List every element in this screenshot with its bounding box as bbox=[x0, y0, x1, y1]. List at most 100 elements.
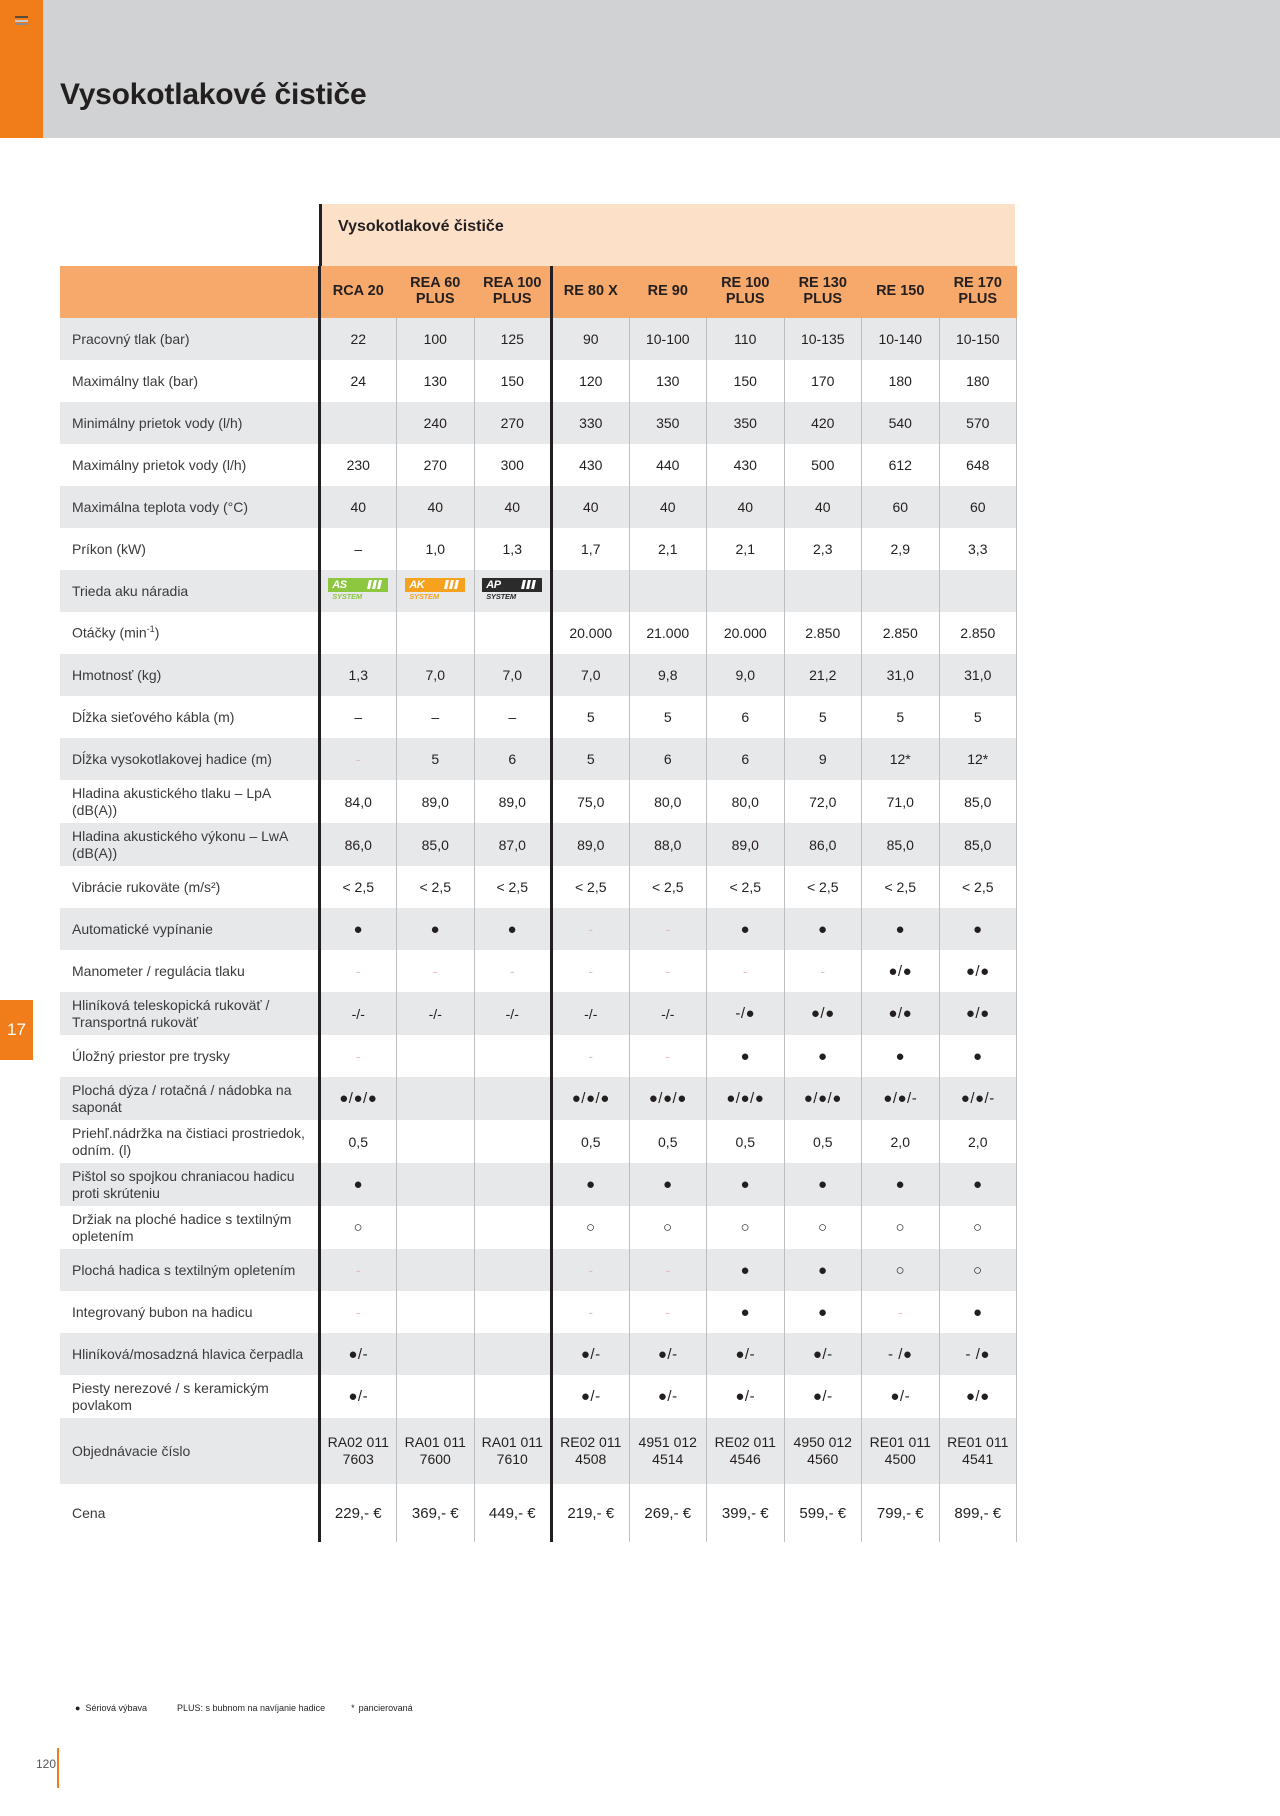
table-cell: 229,- € bbox=[317, 1484, 397, 1543]
footnote-star-icon: * bbox=[351, 1703, 355, 1713]
table-cell: - bbox=[629, 908, 707, 951]
table-cell: ● bbox=[550, 1163, 630, 1207]
column-header-re-150: RE 150 bbox=[861, 266, 940, 318]
aku-class-badge-as: AS SYSTEM bbox=[328, 577, 389, 602]
table-cell: - bbox=[474, 950, 552, 993]
row-label: Pracovný tlak (bar) bbox=[60, 318, 319, 360]
table-cell: - /● bbox=[939, 1333, 1017, 1376]
table-cell: - bbox=[550, 1291, 630, 1334]
table-row: Plochá hadica s textilným opletením - - - ● ●… bbox=[60, 1249, 1017, 1292]
table-cell: 180 bbox=[861, 360, 940, 402]
table-cell: - bbox=[629, 1035, 707, 1078]
table-cell: 89,0 bbox=[706, 823, 785, 867]
table-cell: - bbox=[550, 908, 630, 951]
table-cell bbox=[474, 1120, 552, 1164]
table-cell: 300 bbox=[474, 444, 552, 486]
table-cell: ●/- bbox=[861, 1375, 940, 1419]
table-cell: 270 bbox=[396, 444, 475, 486]
table-cell: ●/● bbox=[861, 992, 940, 1036]
table-cell: 10-100 bbox=[629, 318, 707, 360]
row-label: Manometer / regulácia tlaku bbox=[60, 950, 319, 993]
table-cell: ● bbox=[706, 1291, 785, 1334]
table-cell: RA02 011 7603 bbox=[317, 1418, 397, 1485]
table-cell: 40 bbox=[706, 486, 785, 528]
table-cell: -/- bbox=[317, 992, 397, 1036]
category-strip: Vysokotlakové čističe bbox=[60, 204, 1015, 266]
table-cell: 1,0 bbox=[396, 528, 475, 570]
table-cell: - bbox=[629, 1249, 707, 1292]
table-cell: 6 bbox=[706, 738, 785, 780]
table-cell: 269,- € bbox=[629, 1484, 707, 1543]
table-row: Hmotnosť (kg) 1,3 7,0 7,0 7,0 9,8 9,0 21,2 31,0 3… bbox=[60, 654, 1017, 696]
table-cell: 60 bbox=[861, 486, 940, 528]
row-label: Dĺžka vysokotlakovej hadice (m) bbox=[60, 738, 319, 780]
table-row: Cena 229,- €369,- €449,- €219,- €269,- €3… bbox=[60, 1484, 1017, 1543]
page-number-rule bbox=[57, 1748, 59, 1788]
row-label: Automatické vypínanie bbox=[60, 908, 319, 951]
table-cell: 9 bbox=[784, 738, 862, 780]
table-cell: 399,- € bbox=[706, 1484, 785, 1543]
table-cell: - bbox=[550, 1249, 630, 1292]
table-cell: -/- bbox=[396, 992, 475, 1036]
table-cell: ●/- bbox=[706, 1333, 785, 1376]
table-head: RCA 20 REA 60 PLUS REA 100 PLUS RE 80 X RE 90 R… bbox=[60, 266, 1017, 318]
table-cell: 40 bbox=[317, 486, 397, 528]
table-cell: AP SYSTEM bbox=[474, 570, 552, 612]
table-row: Maximálny prietok vody (l/h) 230 270 300 430… bbox=[60, 444, 1017, 486]
table-cell: 180 bbox=[939, 360, 1017, 402]
table-cell bbox=[474, 1249, 552, 1292]
footnote-star-text: pancierovaná bbox=[358, 1703, 413, 1713]
table-cell: ○ bbox=[706, 1206, 785, 1250]
table-cell: 5 bbox=[939, 696, 1017, 738]
table-cell: ●/- bbox=[317, 1333, 397, 1376]
table-row: Hliníková/mosadzná hlavica čerpadla ●/- ●/… bbox=[60, 1333, 1017, 1376]
table-cell: 2,0 bbox=[939, 1120, 1017, 1164]
table-cell: -/- bbox=[629, 992, 707, 1036]
table-cell: ●/●/- bbox=[861, 1077, 940, 1121]
table-cell bbox=[474, 1333, 552, 1376]
table-row: Otáčky (min-1) 20.000 21.000 20.000 2.850 2.8… bbox=[60, 612, 1017, 654]
column-header-re-80-x: RE 80 X bbox=[550, 266, 630, 318]
table-cell: 89,0 bbox=[396, 780, 475, 824]
table-cell: 10-150 bbox=[939, 318, 1017, 360]
table-cell: ○ bbox=[939, 1249, 1017, 1292]
table-cell: 430 bbox=[706, 444, 785, 486]
table-cell: ●/- bbox=[317, 1375, 397, 1419]
row-label: Hladina akustického tlaku – LpA (dB(A)) bbox=[60, 780, 319, 824]
table-cell: – bbox=[396, 696, 475, 738]
table-cell: ● bbox=[784, 1249, 862, 1292]
table-cell: 5 bbox=[861, 696, 940, 738]
table-cell: RE02 011 4508 bbox=[550, 1418, 630, 1485]
table-cell: 31,0 bbox=[939, 654, 1017, 696]
table-cell: 40 bbox=[474, 486, 552, 528]
table-cell: 130 bbox=[396, 360, 475, 402]
table-cell: 2.850 bbox=[861, 612, 940, 654]
table-cell: - bbox=[317, 1249, 397, 1292]
table-cell: RE01 011 4541 bbox=[939, 1418, 1017, 1485]
table-cell: ● bbox=[861, 908, 940, 951]
table-cell: 86,0 bbox=[784, 823, 862, 867]
table-cell: ○ bbox=[317, 1206, 397, 1250]
table-cell bbox=[939, 570, 1017, 612]
table-cell: RA01 011 7600 bbox=[396, 1418, 475, 1485]
table-cell: 5 bbox=[784, 696, 862, 738]
table-cell: < 2,5 bbox=[396, 866, 475, 909]
table-cell: ● bbox=[939, 1163, 1017, 1207]
table-cell: - bbox=[317, 1035, 397, 1078]
table-row: Hladina akustického tlaku – LpA (dB(A)) 8… bbox=[60, 780, 1017, 824]
table-cell: < 2,5 bbox=[317, 866, 397, 909]
table-row: Dĺžka sieťového kábla (m) – – –5 5 6 5 5 5 bbox=[60, 696, 1017, 738]
table-cell: 5 bbox=[629, 696, 707, 738]
table-cell bbox=[474, 1077, 552, 1121]
table-cell: 72,0 bbox=[784, 780, 862, 824]
table-cell: ● bbox=[706, 1249, 785, 1292]
table-cell: ● bbox=[784, 1035, 862, 1078]
table-cell: 100 bbox=[396, 318, 475, 360]
table-cell: 170 bbox=[784, 360, 862, 402]
table-cell: - bbox=[629, 1291, 707, 1334]
table-cell: 40 bbox=[629, 486, 707, 528]
table-cell: 0,5 bbox=[629, 1120, 707, 1164]
table-cell: ● bbox=[939, 1035, 1017, 1078]
table-cell: 12* bbox=[861, 738, 940, 780]
table-cell: AS SYSTEM bbox=[317, 570, 397, 612]
